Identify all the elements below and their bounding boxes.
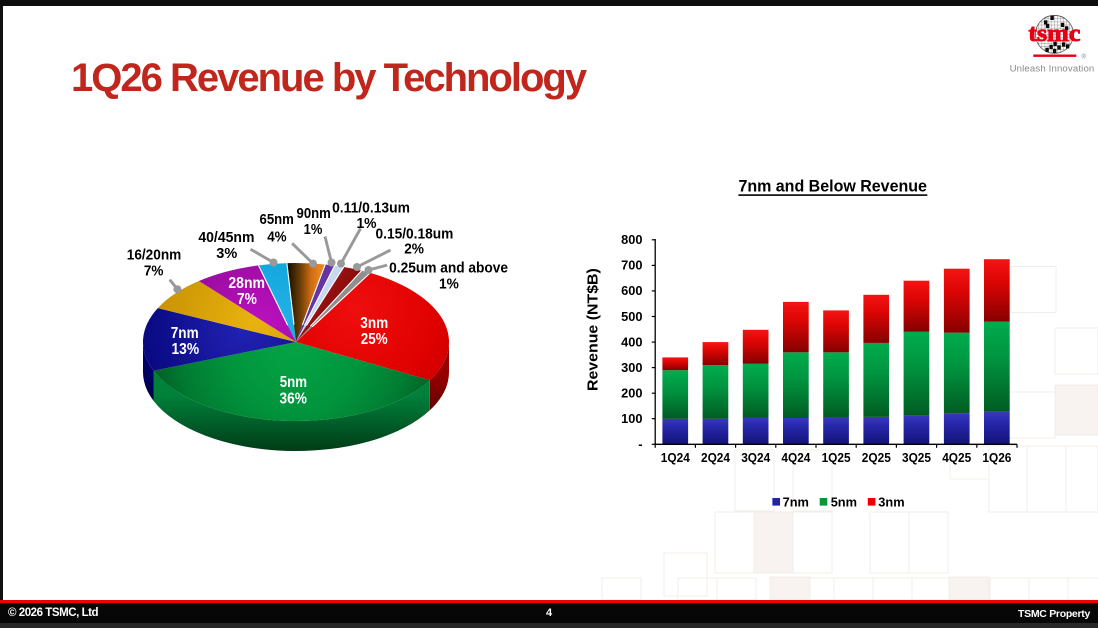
svg-text:5nm: 5nm <box>831 494 857 509</box>
svg-text:7%: 7% <box>237 291 257 308</box>
svg-text:13%: 13% <box>172 341 200 358</box>
svg-text:0.11/0.13um: 0.11/0.13um <box>332 200 410 216</box>
svg-text:1Q24: 1Q24 <box>661 450 691 465</box>
svg-text:3%: 3% <box>216 246 237 262</box>
svg-text:400: 400 <box>621 334 642 349</box>
svg-text:28nm: 28nm <box>228 275 265 292</box>
svg-text:1%: 1% <box>304 222 323 238</box>
svg-text:®: ® <box>1082 54 1087 61</box>
svg-text:36%: 36% <box>280 391 307 408</box>
svg-text:3Q25: 3Q25 <box>902 450 931 465</box>
svg-text:65nm: 65nm <box>260 212 294 228</box>
svg-text:2%: 2% <box>404 242 424 258</box>
svg-text:7%: 7% <box>144 263 164 279</box>
svg-text:0.15/0.18um: 0.15/0.18um <box>376 226 454 242</box>
svg-text:300: 300 <box>621 360 642 375</box>
svg-text:600: 600 <box>621 283 642 298</box>
svg-text:1Q25: 1Q25 <box>822 450 851 465</box>
svg-text:Revenue (NT$B): Revenue (NT$B) <box>585 268 602 391</box>
svg-text:4%: 4% <box>267 230 286 246</box>
svg-text:16/20nm: 16/20nm <box>127 248 182 264</box>
svg-text:1%: 1% <box>439 276 459 292</box>
svg-text:2Q25: 2Q25 <box>862 450 891 465</box>
svg-text:0.25um and above: 0.25um and above <box>389 261 508 277</box>
svg-text:800: 800 <box>621 232 642 247</box>
svg-text:1%: 1% <box>356 216 376 232</box>
svg-text:100: 100 <box>621 411 642 426</box>
svg-text:-: - <box>638 437 642 452</box>
svg-text:4Q25: 4Q25 <box>942 450 971 465</box>
svg-text:tsmc: tsmc <box>1028 21 1080 47</box>
svg-text:7nm: 7nm <box>171 325 199 342</box>
svg-text:Unleash Innovation: Unleash Innovation <box>1010 64 1095 75</box>
svg-text:40/45nm: 40/45nm <box>198 230 254 246</box>
svg-text:700: 700 <box>621 258 642 273</box>
svg-text:1Q26: 1Q26 <box>982 450 1011 465</box>
svg-text:4Q24: 4Q24 <box>781 450 811 465</box>
svg-text:3nm: 3nm <box>878 494 904 509</box>
svg-text:3nm: 3nm <box>360 315 388 332</box>
svg-text:500: 500 <box>621 309 642 324</box>
svg-text:5nm: 5nm <box>280 374 307 391</box>
svg-text:90nm: 90nm <box>297 206 331 222</box>
svg-text:3Q24: 3Q24 <box>741 450 771 465</box>
svg-text:25%: 25% <box>361 331 388 348</box>
svg-text:200: 200 <box>621 386 642 401</box>
svg-text:7nm: 7nm <box>783 494 809 509</box>
svg-text:2Q24: 2Q24 <box>701 450 731 465</box>
svg-text:7nm and Below Revenue: 7nm and Below Revenue <box>738 178 927 196</box>
